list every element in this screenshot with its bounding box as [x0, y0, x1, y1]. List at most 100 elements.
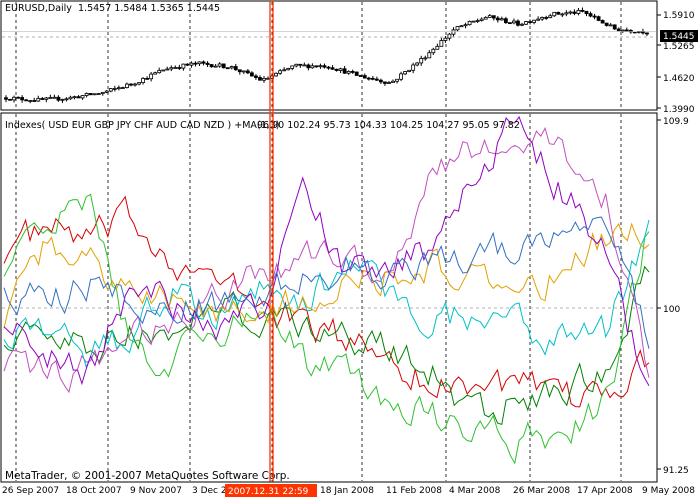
candle-body: [149, 73, 154, 80]
candle-body: [358, 75, 363, 77]
candle-body: [229, 66, 234, 69]
candle-body: [383, 81, 387, 84]
candle-body: [294, 63, 299, 67]
candle-body: [133, 83, 137, 86]
candle-body: [334, 68, 339, 71]
candle-body: [56, 96, 61, 101]
candle-body: [52, 96, 57, 99]
candle-body: [108, 88, 113, 92]
candle-body: [528, 21, 532, 23]
candle-body: [455, 26, 460, 31]
candle-body: [24, 99, 29, 102]
candle-body: [576, 9, 581, 14]
crosshair-time-value: 2007.12.31 22:59: [228, 487, 309, 497]
candle-body: [181, 63, 186, 69]
candle-body: [88, 93, 93, 96]
time-tick-label: 26 Mar 2008: [513, 486, 570, 496]
candle-body: [330, 67, 335, 70]
time-axis: 26 Sep 2007 18 Oct 2007 9 Nov 2007 3 Dec…: [1, 481, 695, 496]
price-tick-label: 1.5265: [663, 42, 695, 52]
candle-body: [495, 17, 500, 21]
candle-body: [544, 17, 549, 19]
candle-body: [96, 93, 101, 96]
candle-body: [342, 68, 347, 74]
price-candles: [2, 7, 656, 104]
candle-body: [588, 13, 593, 17]
time-tick-label: 9 Nov 2007: [130, 486, 182, 496]
candle-body: [391, 80, 395, 83]
candle-body: [266, 77, 270, 80]
price-axis: 1.5910 1.5265 1.4620 1.3990: [657, 11, 695, 115]
candle-body: [427, 52, 432, 59]
candle-body: [36, 98, 41, 102]
candle-body: [197, 61, 202, 65]
candle-body: [483, 16, 488, 20]
candle-body: [374, 78, 379, 81]
candle-body: [125, 83, 129, 88]
candle-body: [616, 28, 621, 32]
time-tick-label: 18 Jan 2008: [320, 486, 374, 496]
candle-body: [258, 77, 262, 81]
index-tick-label: 109.9: [663, 117, 689, 127]
candle-body: [415, 62, 420, 66]
candle-body: [387, 82, 391, 84]
candle-body: [302, 64, 307, 67]
index-grid: [2, 114, 656, 481]
candle-body: [411, 64, 416, 71]
candle-body: [278, 70, 283, 74]
candle-body: [419, 58, 424, 64]
candle-body: [48, 97, 53, 99]
candle-body: [153, 72, 158, 75]
index-line-cad: [3, 115, 650, 387]
candle-body: [592, 15, 597, 18]
candle-body: [129, 83, 133, 86]
candle-body: [318, 65, 323, 68]
candle-body: [189, 62, 194, 66]
candle-body: [532, 19, 536, 23]
candle-body: [104, 90, 109, 93]
candle-body: [580, 9, 585, 12]
candle-body: [443, 37, 448, 41]
candle-body: [310, 65, 315, 69]
candle-body: [193, 62, 198, 65]
candle-body: [362, 75, 367, 79]
price-tick-label: 1.5910: [663, 11, 695, 21]
candle-body: [338, 68, 343, 71]
candle-body: [540, 17, 545, 20]
candle-body: [165, 68, 170, 71]
candle-body: [84, 93, 89, 96]
index-panel[interactable]: [0, 112, 658, 483]
price-header-symbol: EURUSD,Daily: [5, 3, 72, 14]
candle-body: [584, 10, 589, 15]
time-tick-label: 26 Sep 2007: [2, 486, 59, 496]
index-header-values: 96.90 102.24 95.73 104.33 104.25 104.27 …: [257, 120, 520, 131]
index-line-eur: [3, 265, 650, 426]
candle-body: [560, 13, 565, 16]
crosshair[interactable]: [269, 1, 274, 482]
candle-body: [431, 48, 436, 54]
index-tick-label: 91.25: [663, 466, 689, 476]
candle-body: [620, 29, 625, 32]
candle-body: [407, 69, 412, 72]
candle-body: [112, 87, 117, 90]
candle-body: [512, 20, 516, 24]
index-line-jpy: [3, 193, 650, 465]
candle-body: [399, 73, 403, 80]
time-tick-label: 18 Oct 2007: [66, 486, 122, 496]
candle-body: [322, 65, 327, 68]
candle-body: [217, 63, 222, 67]
candle-body: [379, 79, 383, 83]
candle-body: [72, 96, 77, 99]
candle-body: [8, 98, 12, 101]
candle-body: [600, 20, 605, 24]
candle-body: [64, 98, 69, 101]
copyright-text: MetaTrader, © 2001-2007 MetaQuotes Softw…: [5, 470, 290, 482]
candle-body: [282, 69, 287, 72]
index-line-nzd: [3, 216, 650, 349]
candle-body: [467, 21, 472, 26]
candle-body: [44, 97, 49, 100]
candle-body: [439, 40, 444, 47]
candle-body: [274, 72, 278, 77]
candle-body: [503, 18, 508, 24]
